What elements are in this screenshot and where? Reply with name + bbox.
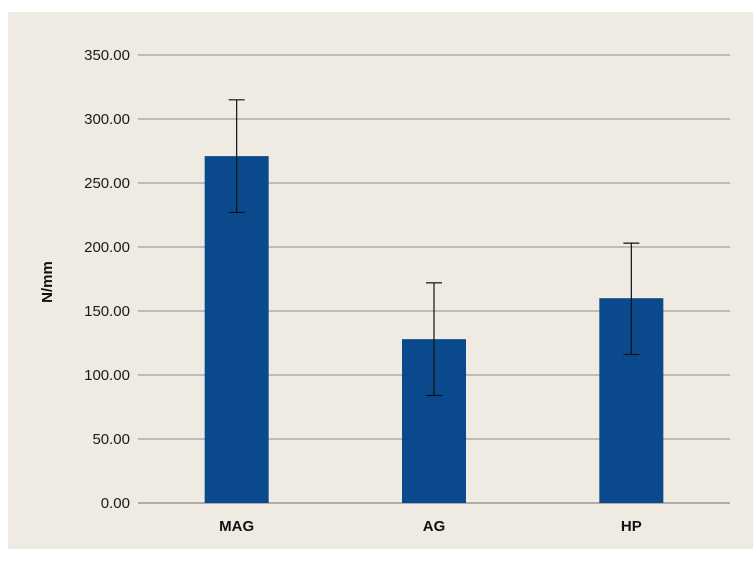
error-bar-hp xyxy=(623,242,640,356)
y-tick-label: 300.00 xyxy=(84,111,130,128)
y-tick-label: 50.00 xyxy=(92,431,130,448)
y-tick-label: 250.00 xyxy=(84,175,130,192)
x-tick-label-ag: AG xyxy=(423,518,446,535)
bar-mag xyxy=(204,156,269,503)
y-tick-label: 150.00 xyxy=(84,303,130,320)
x-axis-ticks: MAG AG HP xyxy=(219,518,642,535)
y-tick-label: 0.00 xyxy=(101,495,130,512)
y-tick-label: 200.00 xyxy=(84,239,130,256)
x-tick-label-hp: HP xyxy=(621,518,642,535)
error-bars xyxy=(228,99,640,397)
y-axis-ticks: 0.00 50.00 100.00 150.00 200.00 250.00 300.00 3… xyxy=(84,47,130,512)
error-bar-mag xyxy=(228,99,245,214)
y-tick-label: 350.00 xyxy=(84,47,130,64)
error-bar-ag xyxy=(426,282,442,397)
y-tick-label: 100.00 xyxy=(84,367,130,384)
y-axis-title: N/mm xyxy=(39,261,56,303)
x-tick-label-mag: MAG xyxy=(219,518,254,535)
